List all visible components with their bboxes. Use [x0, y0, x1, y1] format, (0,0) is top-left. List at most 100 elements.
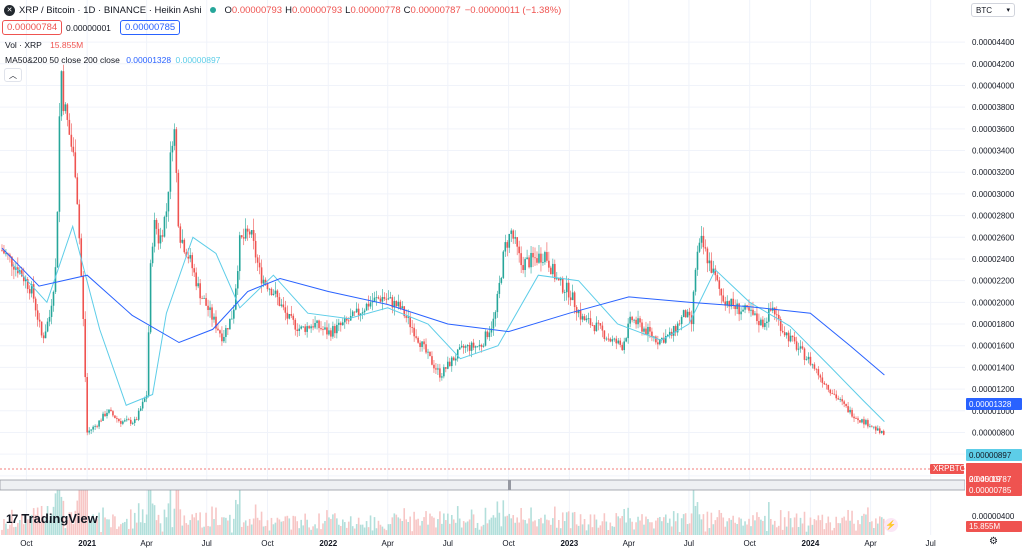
candle-body [720, 288, 723, 296]
volume-bar [280, 521, 283, 535]
candle-body [458, 347, 461, 350]
volume-bar [611, 526, 614, 535]
candle-body [258, 262, 261, 268]
candle-body [405, 316, 408, 318]
chevron-down-icon: ▾ [1006, 7, 1010, 14]
volume-bar [655, 520, 657, 535]
candle-body [811, 364, 814, 366]
volume-bar [516, 517, 518, 535]
candle-body [839, 399, 841, 400]
candle-body [861, 419, 863, 423]
volume-bar [797, 526, 800, 535]
volume-bar [514, 522, 516, 535]
volume-bar [504, 516, 507, 535]
lightning-icon[interactable]: ⚡ [884, 518, 898, 532]
volume-bar [219, 524, 221, 535]
chevron-up-icon[interactable]: ︿ [4, 68, 22, 82]
y-tick-label: 0.00004400 [972, 38, 1015, 47]
volume-bar [131, 528, 134, 535]
sell-button[interactable]: 0.00000784 [2, 20, 63, 35]
candle-body [191, 255, 194, 269]
volume-bar [391, 517, 394, 535]
volume-bar [411, 531, 413, 535]
candle-body [789, 335, 792, 342]
volume-bar [361, 524, 364, 535]
tradingview-logo[interactable]: 17 TradingView [6, 511, 98, 526]
volume-bar [201, 527, 203, 535]
candle-body [189, 255, 192, 259]
candle-body [581, 316, 584, 320]
candle-body [567, 282, 570, 298]
candle-body [490, 328, 493, 333]
candle-body [381, 297, 384, 302]
candle-body [24, 279, 27, 282]
candle-body [118, 419, 120, 422]
candle-body [678, 323, 681, 325]
candle-body [252, 230, 255, 241]
candle-body [775, 314, 778, 316]
candle-body [282, 304, 285, 308]
candle-body [308, 326, 310, 329]
candle-body [536, 258, 538, 263]
y-tick-label: 0.00004000 [972, 81, 1015, 90]
candle-body [504, 242, 507, 252]
volume-bar [147, 490, 150, 535]
candle-body [736, 303, 738, 310]
volume-bar [538, 519, 540, 535]
volume-bar [605, 521, 608, 535]
volume-bar [300, 519, 302, 535]
candle-body [254, 240, 257, 258]
volume-bar [873, 528, 875, 535]
volume-bar [736, 524, 738, 535]
volume-bar [429, 513, 431, 535]
volume-bar [768, 502, 770, 535]
volume-bar [472, 514, 475, 535]
y-tick-label: 0.00003000 [972, 190, 1015, 199]
volume-bar [540, 517, 542, 535]
candle-body [274, 290, 277, 294]
candle-body [561, 278, 564, 293]
candle-body [359, 313, 362, 316]
buy-button[interactable]: 0.00000785 [120, 20, 181, 35]
candle-body [472, 342, 475, 348]
volume-bar [288, 518, 291, 535]
candle-body [133, 419, 136, 423]
candle-body [595, 322, 598, 332]
candle-body [710, 260, 713, 273]
candle-body [330, 330, 332, 337]
tradingview-mark-icon: 17 [6, 511, 18, 526]
candle-body [482, 345, 485, 347]
gear-icon[interactable]: ⚙ [989, 536, 998, 547]
volume-bar [256, 517, 259, 535]
candle-body [334, 326, 336, 334]
volume-bar [853, 523, 855, 535]
candle-body [799, 346, 802, 349]
candle-body [706, 248, 709, 264]
candle-body [696, 251, 699, 270]
volume-bar [762, 520, 764, 535]
volume-bar [617, 516, 620, 535]
volume-bar [771, 524, 774, 535]
volume-bar [56, 490, 59, 535]
candle-body [135, 419, 138, 420]
volume-bar [260, 511, 263, 535]
currency-select[interactable]: BTC ▾ [971, 3, 1015, 17]
candle-body [377, 297, 380, 299]
candle-body [831, 393, 834, 395]
volume-bar [789, 518, 792, 535]
volume-bar [684, 513, 687, 535]
ma-legend[interactable]: MA50&200 50 close 200 close 0.00001328 0… [5, 55, 220, 65]
candle-body [688, 311, 691, 316]
candle-body [415, 336, 417, 338]
volume-bar [603, 513, 606, 535]
volume-bar [589, 514, 592, 535]
symbol-title[interactable]: XRP / Bitcoin · 1D · BINANCE · Heikin As… [19, 4, 202, 16]
volume-bar [112, 514, 114, 535]
volume-legend[interactable]: Vol · XRP 15.855M [5, 40, 83, 50]
candle-body [225, 328, 227, 337]
candle-body [664, 335, 667, 343]
volume-bar [490, 517, 493, 535]
volume-bar [764, 515, 766, 535]
candle-body [342, 322, 344, 326]
